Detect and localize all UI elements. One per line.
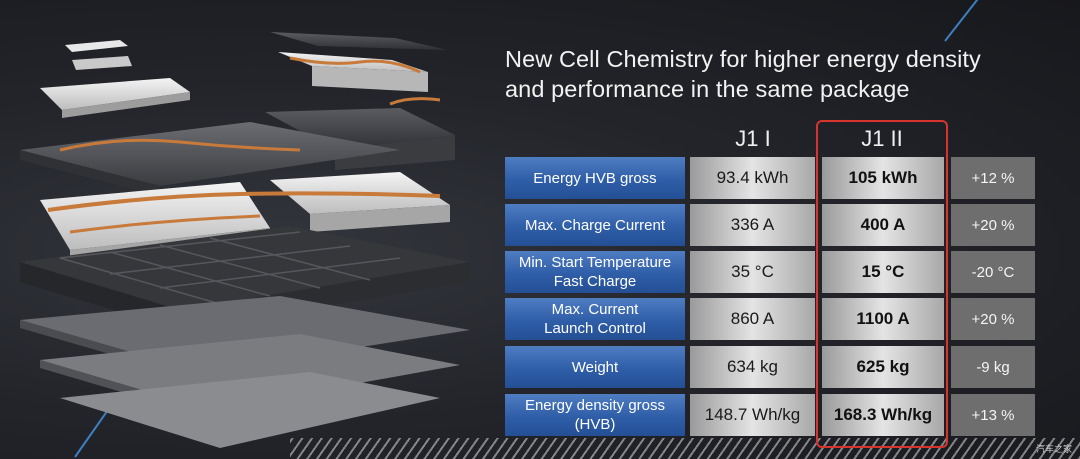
row-label-line: Fast Charge: [553, 273, 637, 290]
pack-cover: [20, 122, 400, 196]
headline: New Cell Chemistry for higher energy den…: [505, 44, 981, 104]
underbody-plate: [20, 296, 470, 448]
j1i-value-max-current-launch: 860 A: [690, 298, 815, 340]
j1ii-highlight-box: [816, 120, 948, 448]
change-weight: -9 kg: [951, 346, 1035, 388]
j1ii-value-max-current-launch: 1100 A: [822, 298, 944, 340]
column-header-j1i: J1 I: [735, 126, 771, 151]
row-label-line: Max. Current: [551, 301, 639, 318]
j1i-value-energy-hvb: 93.4 kWh: [690, 157, 815, 199]
j1i-value-weight: 634 kg: [690, 346, 815, 388]
headline-line-1: New Cell Chemistry for higher energy den…: [505, 46, 981, 72]
row-label-line: Energy HVB gross: [533, 169, 657, 187]
j1ii-value-energy-hvb: 105 kWh: [822, 157, 944, 199]
j1ii-value-weight: 625 kg: [822, 346, 944, 388]
change-max-charge-current: +20 %: [951, 204, 1035, 246]
row-label-line: Min. Start Temperature: [518, 254, 672, 271]
hatch-strip: [290, 438, 1080, 459]
row-label-line: Launch Control: [544, 320, 646, 337]
change-min-start-temperature: -20 °C: [951, 251, 1035, 293]
battery-pack-illustration: [20, 32, 470, 448]
change-max-current-launch: +20 %: [951, 298, 1035, 340]
row-label-weight: Weight: [505, 346, 685, 388]
change-energy-hvb: +12 %: [951, 157, 1035, 199]
row-label-line: Weight: [571, 358, 619, 376]
j1ii-value-energy-density: 168.3 Wh/kg: [822, 394, 944, 436]
row-label-energy-hvb: Energy HVB gross: [505, 157, 685, 199]
row-label-line: (HVB): [574, 416, 616, 433]
j1i-value-max-charge-current: 336 A: [690, 204, 815, 246]
row-label-max-charge-current: Max. Charge Current: [505, 204, 685, 246]
column-header-j1ii: J1 II: [861, 126, 903, 151]
top-left-components: [40, 40, 190, 118]
j1i-value-energy-density: 148.7 Wh/kg: [690, 394, 815, 436]
j1i-value-min-start-temperature: 35 °C: [690, 251, 815, 293]
top-right-components: [265, 32, 455, 170]
row-label-min-start-temperature: Min. Start Temperature Fast Charge: [505, 251, 685, 293]
j1ii-value-max-charge-current: 400 A: [822, 204, 944, 246]
row-label-max-current-launch: Max. Current Launch Control: [505, 298, 685, 340]
headline-line-2: and performance in the same package: [505, 76, 910, 102]
row-label-line: Energy density gross: [524, 397, 666, 414]
row-label-line: Max. Charge Current: [524, 216, 666, 234]
watermark: 汽车之家: [1035, 444, 1072, 454]
row-label-energy-density: Energy density gross (HVB): [505, 394, 685, 436]
j1ii-value-min-start-temperature: 15 °C: [822, 251, 944, 293]
change-energy-density: +13 %: [951, 394, 1035, 436]
